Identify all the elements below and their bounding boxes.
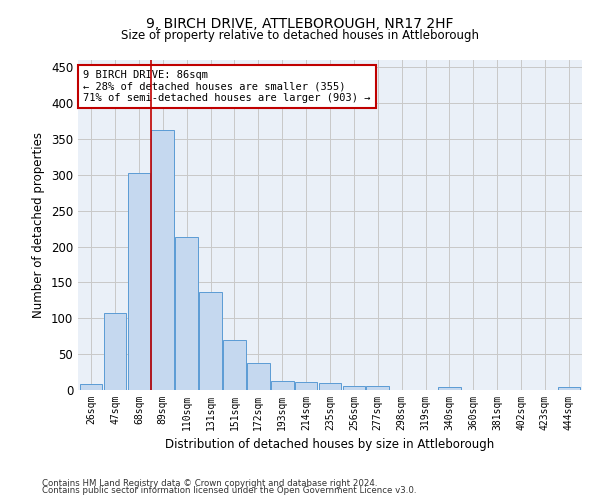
Bar bbox=[80, 384, 103, 390]
Bar bbox=[175, 237, 198, 390]
Y-axis label: Number of detached properties: Number of detached properties bbox=[32, 132, 46, 318]
Bar bbox=[295, 382, 317, 390]
Text: Contains public sector information licensed under the Open Government Licence v3: Contains public sector information licen… bbox=[42, 486, 416, 495]
Bar bbox=[151, 130, 174, 390]
Text: Size of property relative to detached houses in Attleborough: Size of property relative to detached ho… bbox=[121, 29, 479, 42]
Bar bbox=[247, 362, 269, 390]
Bar bbox=[438, 387, 461, 390]
Bar bbox=[199, 292, 222, 390]
Bar bbox=[319, 383, 341, 390]
Bar bbox=[128, 174, 150, 390]
Bar bbox=[223, 340, 246, 390]
Text: 9, BIRCH DRIVE, ATTLEBOROUGH, NR17 2HF: 9, BIRCH DRIVE, ATTLEBOROUGH, NR17 2HF bbox=[146, 18, 454, 32]
Bar bbox=[271, 380, 293, 390]
X-axis label: Distribution of detached houses by size in Attleborough: Distribution of detached houses by size … bbox=[166, 438, 494, 452]
Bar bbox=[104, 312, 127, 390]
Bar bbox=[367, 386, 389, 390]
Bar bbox=[557, 387, 580, 390]
Text: 9 BIRCH DRIVE: 86sqm
← 28% of detached houses are smaller (355)
71% of semi-deta: 9 BIRCH DRIVE: 86sqm ← 28% of detached h… bbox=[83, 70, 371, 103]
Text: Contains HM Land Registry data © Crown copyright and database right 2024.: Contains HM Land Registry data © Crown c… bbox=[42, 478, 377, 488]
Bar bbox=[343, 386, 365, 390]
